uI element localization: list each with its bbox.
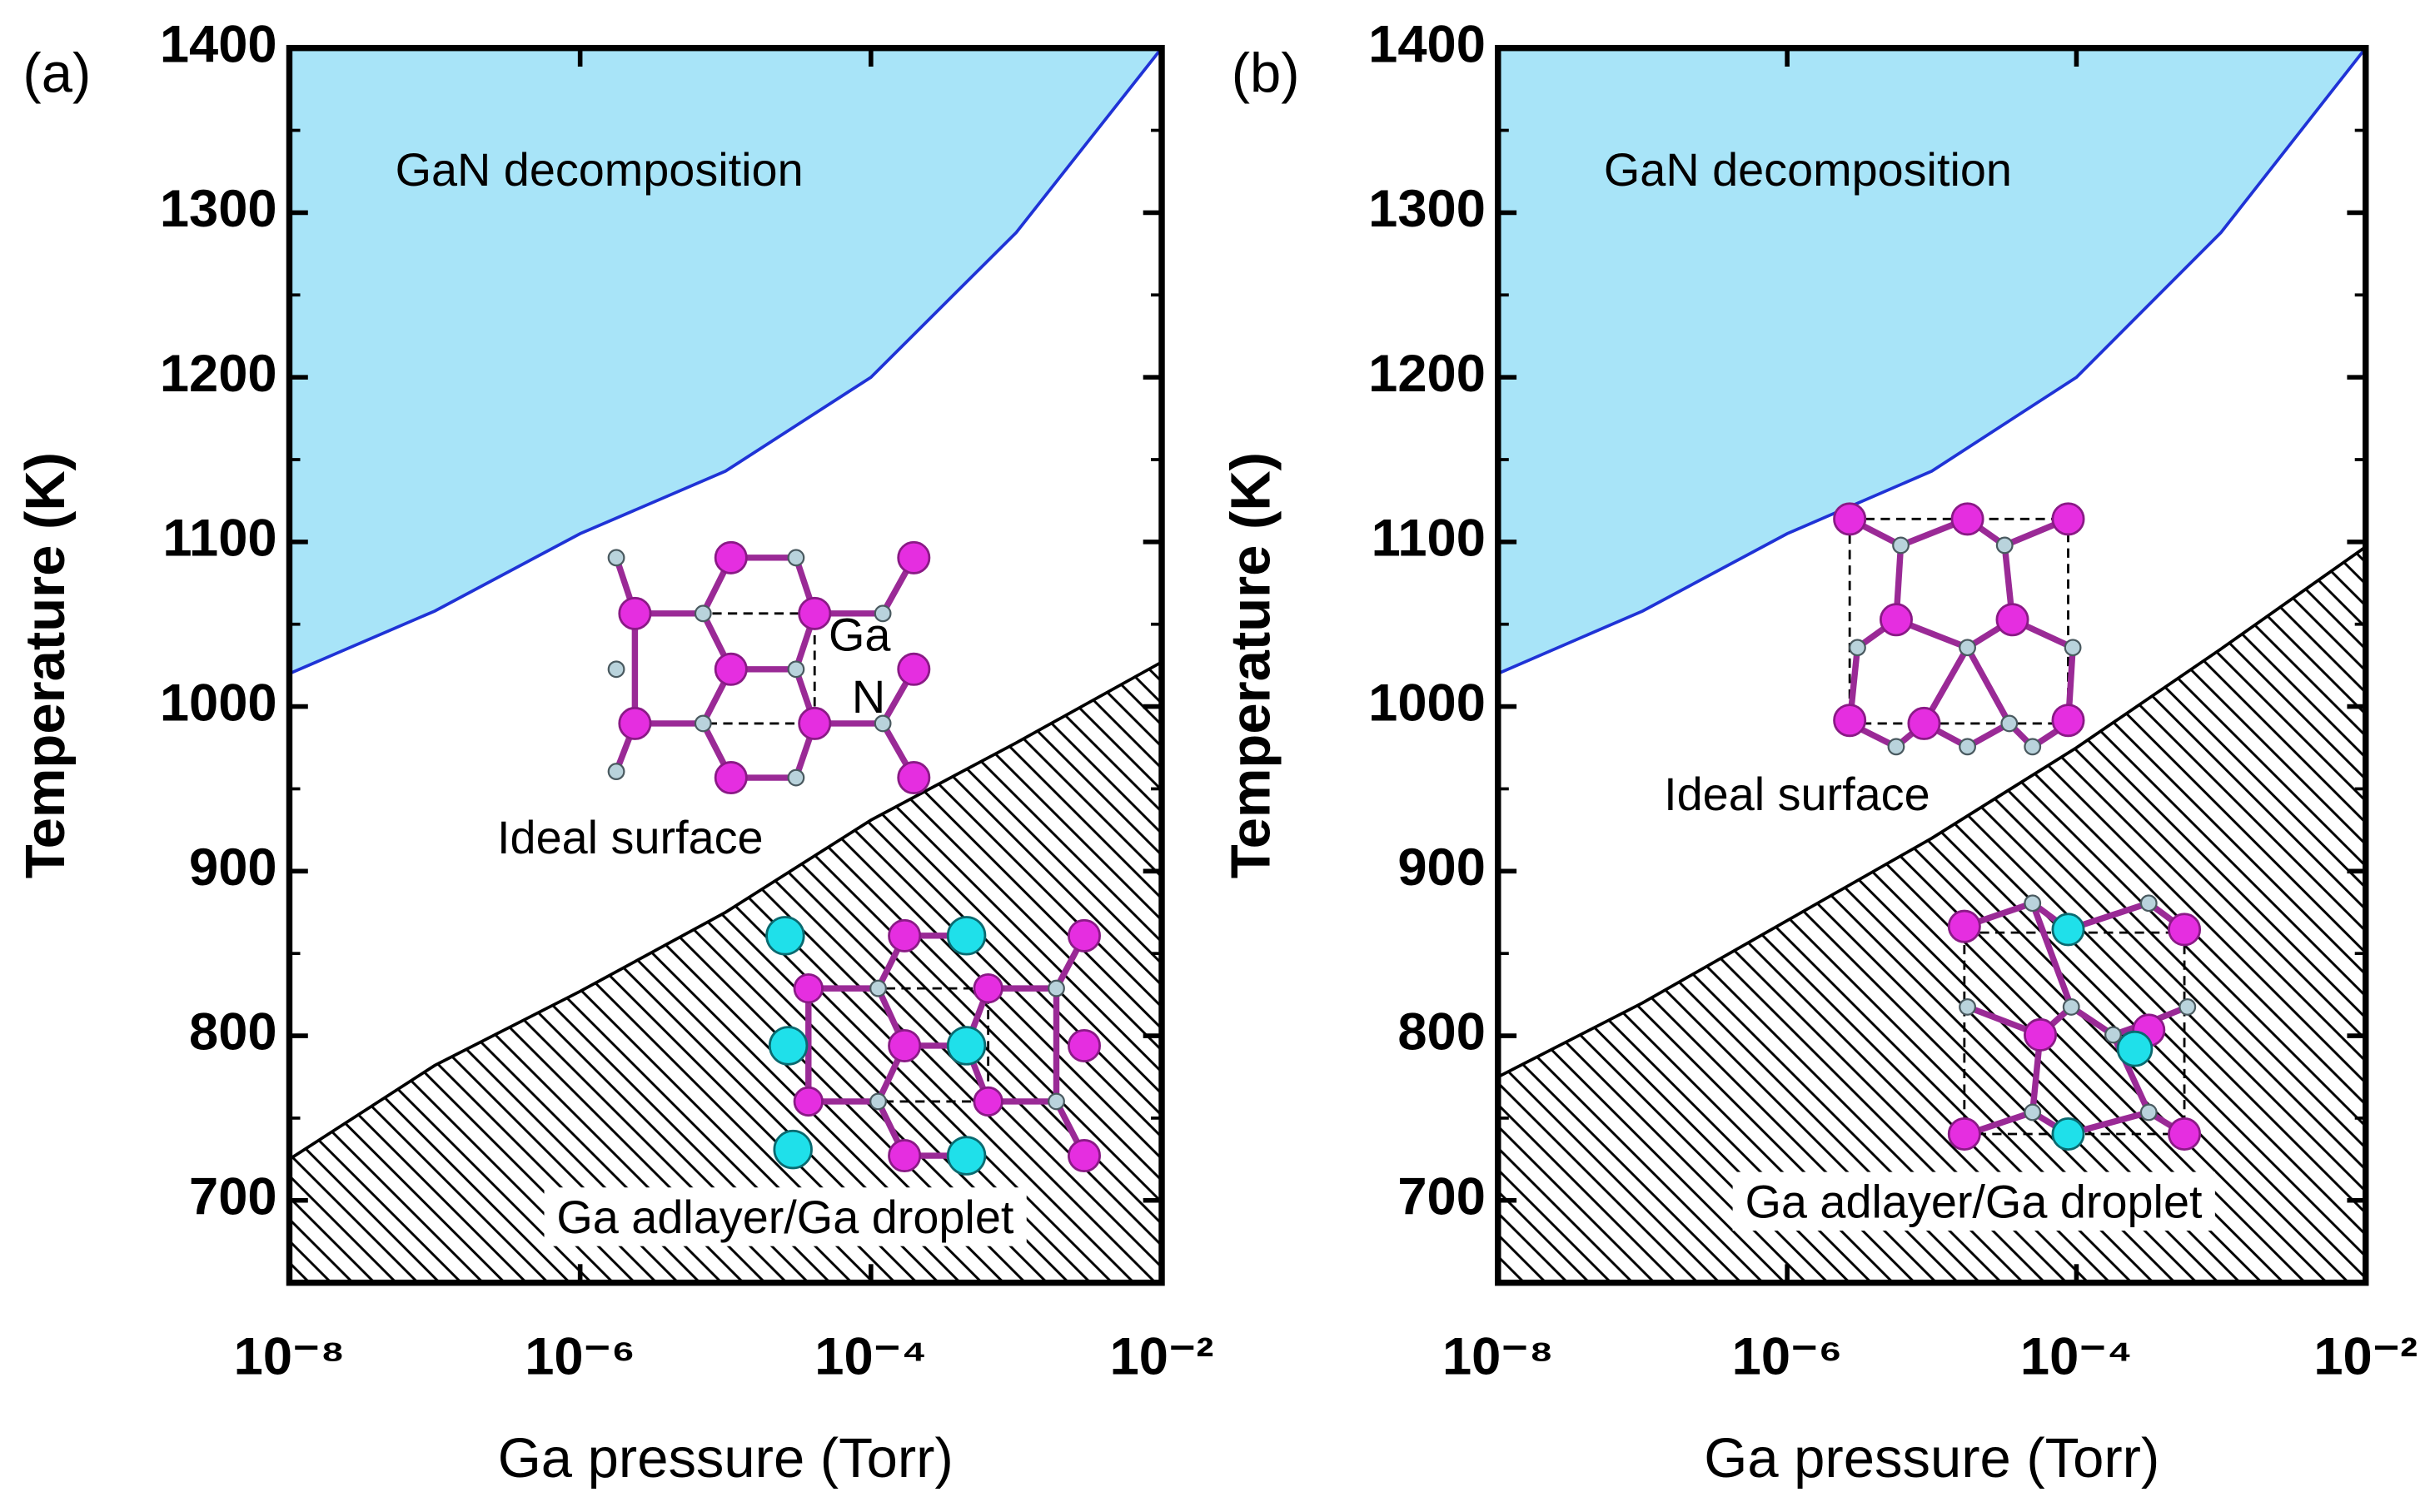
panel-b: 700 800 900 1000 1100 1200 1300 1400 10⁻⁸ 10⁻⁶ 10⁻…: [1219, 15, 2418, 1490]
y-tick-label: 800: [1397, 1003, 1486, 1062]
y-tick-label: 1200: [160, 345, 277, 403]
y-tick-label: 1000: [1368, 674, 1486, 732]
y-tick-label: 700: [189, 1167, 277, 1226]
region-fill: [289, 662, 1163, 1283]
region-fill: [1497, 546, 2366, 1283]
x-tick-label: 10⁻⁶: [525, 1327, 635, 1385]
y-axis-title: Temperature (K): [1219, 452, 1282, 878]
x-axis-title: Ga pressure (Torr): [498, 1427, 954, 1490]
axes-frame: [286, 44, 1165, 1286]
y-tick-label: 1400: [1368, 15, 1486, 73]
structure-adlayer-b: [1947, 894, 2202, 1151]
plot-area: [1497, 47, 2366, 1283]
y-tick-label: 1300: [1368, 180, 1486, 238]
annotation: Ideal surface: [497, 811, 763, 863]
y-tick-label: 700: [1397, 1167, 1486, 1226]
annotation-background: [1732, 1171, 2215, 1231]
plot-area: [289, 47, 1163, 1283]
x-tick-label: 10⁻⁶: [1732, 1327, 1843, 1385]
panel-label: (a): [22, 42, 91, 105]
structure-insets: Ga N: [607, 502, 2202, 1176]
boundary-line: [289, 47, 1163, 675]
region-fill: [1497, 47, 2366, 674]
boundary-line: [1497, 545, 2366, 1079]
annotation: Ideal surface: [1664, 768, 1930, 820]
annotation: GaN decomposition: [1604, 143, 2012, 196]
structure-ideal-b: [1833, 502, 2085, 756]
y-tick-label: 1000: [160, 674, 277, 732]
panel-label: (b): [1232, 42, 1300, 105]
y-tick-label: 900: [189, 838, 277, 897]
annotation: GaN decomposition: [396, 143, 804, 196]
boundary-line: [1497, 47, 2366, 675]
structure-adlayer-a: [765, 916, 1101, 1176]
axes-frame: [1495, 44, 2369, 1286]
annotation-background: [544, 1187, 1027, 1246]
structure-ideal-a: [607, 540, 931, 795]
x-tick-label: 10⁻⁴: [814, 1327, 927, 1385]
y-tick-label: 1200: [1368, 345, 1486, 403]
y-axis-title: Temperature (K): [14, 452, 77, 878]
y-tick-label: 1100: [1372, 510, 1486, 568]
annotation: Ga adlayer/Ga droplet: [556, 1191, 1013, 1243]
annotation: N: [852, 670, 885, 723]
x-tick-label: 10⁻²: [2313, 1327, 2418, 1385]
annotation: Ga: [829, 608, 891, 660]
y-tick-label: 900: [1397, 838, 1486, 897]
boundary-line: [289, 660, 1163, 1161]
y-tick-label: 800: [189, 1003, 277, 1062]
x-tick-label: 10⁻²: [1110, 1327, 1214, 1385]
x-axis-title: Ga pressure (Torr): [1704, 1427, 2159, 1490]
x-tick-label: 10⁻⁴: [2020, 1327, 2133, 1385]
x-tick-label: 10⁻⁸: [234, 1327, 346, 1385]
y-tick-label: 1300: [160, 180, 277, 238]
region-fill: [289, 47, 1163, 674]
y-tick-label: 1400: [160, 15, 277, 73]
panel-a: 700 800 900 1000 1100 1200 1300 1400 10⁻⁸ 10⁻⁶ 10⁻…: [14, 15, 1214, 1490]
annotation: Ga adlayer/Ga droplet: [1745, 1175, 2203, 1227]
y-tick-label: 1100: [162, 510, 276, 568]
x-tick-label: 10⁻⁸: [1442, 1327, 1554, 1385]
